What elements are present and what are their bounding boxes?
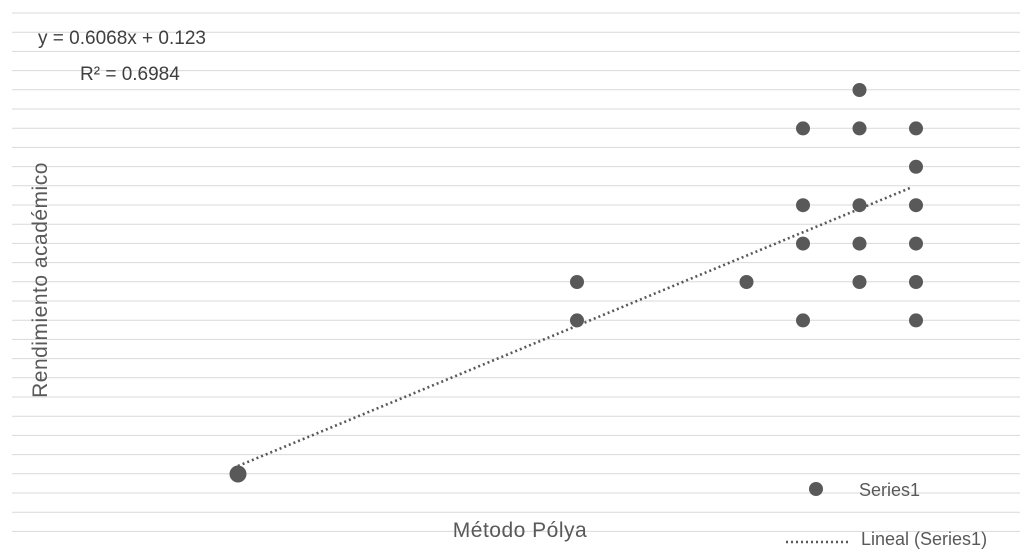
data-point xyxy=(229,465,247,483)
data-point xyxy=(570,313,584,328)
legend-label-series1: Series1 xyxy=(859,480,920,500)
data-point xyxy=(909,236,923,251)
x-axis-title: Método Pólya xyxy=(453,519,587,542)
data-point xyxy=(852,236,867,251)
data-point xyxy=(852,83,867,97)
trendline xyxy=(237,186,911,468)
gridlines xyxy=(12,12,1020,532)
r-squared-label: R² = 0.6984 xyxy=(80,64,180,85)
data-point xyxy=(796,198,810,213)
trendline-equation: y = 0.6068x + 0.123 xyxy=(38,28,206,49)
data-point xyxy=(852,198,867,213)
data-point xyxy=(909,198,923,213)
legend: Series1 Lineal (Series1) xyxy=(786,480,987,549)
data-point xyxy=(796,121,810,136)
data-point xyxy=(570,275,584,289)
data-point xyxy=(909,121,923,136)
legend-marker-series1 xyxy=(809,482,823,496)
data-point xyxy=(909,159,923,174)
data-point xyxy=(796,236,810,251)
legend-label-trendline: Lineal (Series1) xyxy=(861,529,987,549)
data-point xyxy=(852,121,867,136)
data-point xyxy=(852,275,867,289)
data-point xyxy=(909,313,923,328)
data-point xyxy=(796,313,810,328)
data-point xyxy=(739,275,754,289)
y-axis-title: Rendimiento académico xyxy=(29,162,52,398)
data-point xyxy=(909,275,923,289)
data-points xyxy=(229,83,923,483)
